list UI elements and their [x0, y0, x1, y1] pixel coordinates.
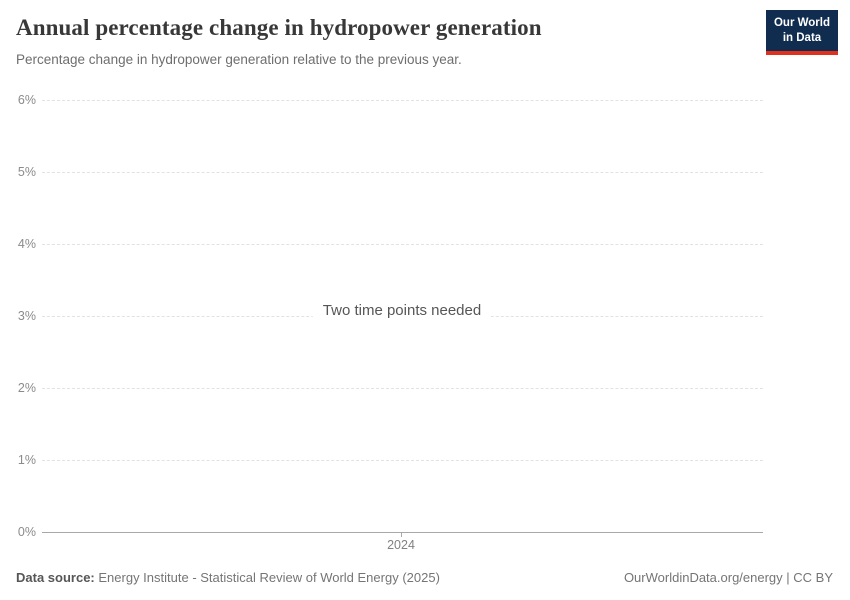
gridline [42, 100, 763, 101]
x-axis-line [42, 532, 763, 533]
owid-logo-line2: in Data [782, 31, 822, 44]
y-tick-label: 4% [17, 237, 36, 251]
y-tick-label: 6% [17, 93, 36, 107]
data-source-label: Data source: [16, 570, 95, 585]
gridline [42, 460, 763, 461]
owid-logo-line1: Our World [773, 17, 830, 29]
page-title: Annual percentage change in hydropower g… [16, 15, 542, 40]
owid-logo[interactable]: Our World in Data [766, 10, 838, 55]
y-tick-label: 2% [17, 381, 36, 395]
y-tick-label: 1% [17, 453, 36, 467]
x-tick-label: 2024 [387, 538, 415, 552]
gridline [42, 388, 763, 389]
data-source: Data source: Energy Institute - Statisti… [16, 570, 440, 585]
gridline [42, 244, 763, 245]
page-subtitle: Percentage change in hydropower generati… [16, 52, 462, 67]
y-tick-label: 0% [17, 525, 36, 539]
y-tick-label: 5% [17, 165, 36, 179]
credit-link[interactable]: OurWorldinData.org/energy | CC BY [623, 570, 833, 585]
empty-state-message: Two time points needed [312, 302, 492, 319]
data-source-text: Energy Institute - Statistical Review of… [98, 570, 440, 585]
gridline [42, 172, 763, 173]
y-tick-label: 3% [17, 309, 36, 323]
x-tick-mark [401, 532, 402, 537]
